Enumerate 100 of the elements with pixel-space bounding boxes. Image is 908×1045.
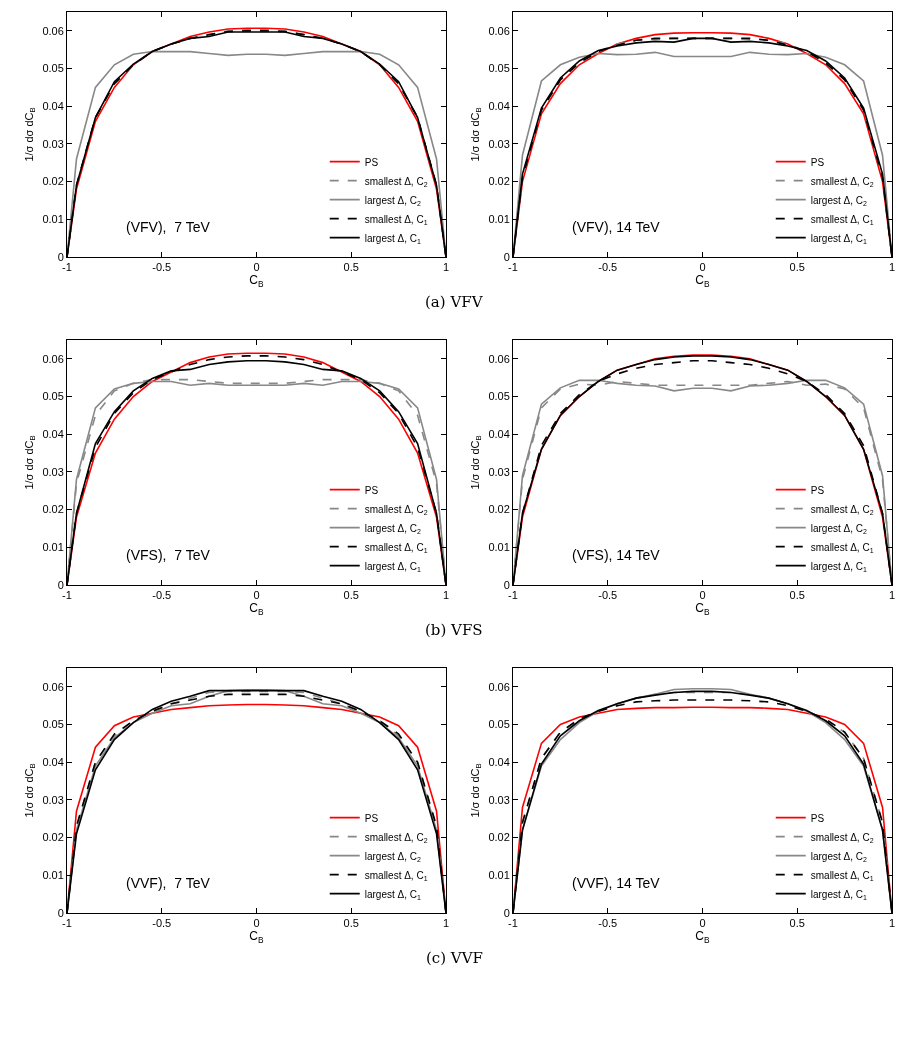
legend-label: smallest Δ, C$_{2}$ <box>810 175 874 188</box>
y-tick-label: 0.04 <box>488 100 510 113</box>
x-tick-label: 0 <box>699 917 706 930</box>
legend-label: smallest Δ, C$_{2}$ <box>364 503 428 516</box>
y-tick-label: 0.05 <box>488 718 510 731</box>
legend-label: PS <box>364 484 379 496</box>
legend-label: PS <box>364 812 379 824</box>
legend-label: smallest Δ, C$_{1}$ <box>364 869 428 882</box>
x-tick-label: 1 <box>442 589 450 602</box>
legend-label: largest Δ, C$_{1}$ <box>364 232 421 245</box>
y-tick-label: 0.04 <box>42 100 64 113</box>
x-tick-label: 0 <box>699 589 706 602</box>
y-tick-label: 0.06 <box>42 352 64 365</box>
x-tick-label: 0.5 <box>343 261 359 274</box>
legend-label: largest Δ, C$_{1}$ <box>810 888 867 901</box>
y-tick-label: 0.01 <box>42 213 64 226</box>
legend-label: largest Δ, C$_{2}$ <box>364 522 421 535</box>
x-tick-label: 1 <box>888 917 896 930</box>
annotation: (VVF), 7 TeV <box>126 875 211 891</box>
y-tick-label: 0.06 <box>488 352 510 365</box>
x-tick-label: -1 <box>62 917 72 930</box>
y-tick-label: 0.03 <box>42 137 64 150</box>
legend-label: PS <box>364 156 379 168</box>
legend-label: largest Δ, C$_{2}$ <box>364 194 421 207</box>
legend-label: largest Δ, C$_{1}$ <box>810 232 867 245</box>
x-tick-label: -0.5 <box>152 261 172 274</box>
y-tick-label: 0.02 <box>42 831 64 844</box>
y-tick-label: 0.01 <box>42 541 64 554</box>
y-tick-label: 0.05 <box>42 62 64 75</box>
x-tick-label: -0.5 <box>598 261 618 274</box>
y-tick-label: 0.06 <box>488 680 510 693</box>
y-tick-label: 0.02 <box>42 503 64 516</box>
annotation: (VFV), 7 TeV <box>126 219 211 235</box>
x-tick-label: 0.5 <box>789 589 805 602</box>
y-tick-label: 0.04 <box>42 428 64 441</box>
y-tick-label: 0.06 <box>488 24 510 37</box>
x-tick-label: -1 <box>508 589 518 602</box>
y-tick-label: 0 <box>503 250 510 263</box>
x-tick-label: 0.5 <box>789 261 805 274</box>
y-tick-label: 0.03 <box>488 793 510 806</box>
x-tick-label: 1 <box>442 261 450 274</box>
annotation: (VFS), 14 TeV <box>572 547 661 563</box>
legend-label: smallest Δ, C$_{1}$ <box>364 213 428 226</box>
y-tick-label: 0.06 <box>42 24 64 37</box>
y-tick-label: 0.05 <box>488 62 510 75</box>
y-tick-label: 0.02 <box>488 175 510 188</box>
x-tick-label: 1 <box>442 917 450 930</box>
x-tick-label: 0 <box>253 261 260 274</box>
legend-label: largest Δ, C$_{2}$ <box>810 850 867 863</box>
y-tick-label: 0 <box>503 578 510 591</box>
legend-label: smallest Δ, C$_{1}$ <box>810 869 874 882</box>
y-tick-label: 0.05 <box>488 390 510 403</box>
y-tick-label: 0.02 <box>488 503 510 516</box>
legend-label: smallest Δ, C$_{2}$ <box>810 831 874 844</box>
legend-label: smallest Δ, C$_{2}$ <box>364 175 428 188</box>
y-tick-label: 0 <box>57 906 64 919</box>
y-tick-label: 0.04 <box>488 756 510 769</box>
x-tick-label: 0 <box>699 261 706 274</box>
x-tick-label: 0.5 <box>343 589 359 602</box>
y-tick-label: 0.03 <box>42 465 64 478</box>
legend-label: smallest Δ, C$_{1}$ <box>810 541 874 554</box>
y-tick-label: 0.01 <box>42 869 64 882</box>
x-tick-label: -0.5 <box>152 589 172 602</box>
y-tick-label: 0.05 <box>42 718 64 731</box>
x-tick-label: -1 <box>62 261 72 274</box>
legend-label: largest Δ, C$_{2}$ <box>810 522 867 535</box>
y-tick-label: 0.02 <box>488 831 510 844</box>
y-tick-label: 0 <box>57 250 64 263</box>
x-axis-title: C$_{B}$ <box>249 601 265 617</box>
legend-label: smallest Δ, C$_{2}$ <box>364 831 428 844</box>
y-tick-label: 0.05 <box>42 390 64 403</box>
legend-label: PS <box>810 812 825 824</box>
legend-label: PS <box>810 484 825 496</box>
x-axis-title: C$_{B}$ <box>695 929 711 945</box>
text: (b) VFS <box>425 621 483 639</box>
y-tick-label: 0.04 <box>488 428 510 441</box>
y-tick-label: 0.02 <box>42 175 64 188</box>
x-tick-label: -1 <box>508 261 518 274</box>
legend-label: smallest Δ, C$_{1}$ <box>810 213 874 226</box>
y-tick-label: 0.01 <box>488 541 510 554</box>
y-tick-label: 0.03 <box>488 465 510 478</box>
y-tick-label: 0.04 <box>42 756 64 769</box>
text: (c) VVF <box>426 949 483 967</box>
annotation: (VFV), 14 TeV <box>572 219 661 235</box>
x-axis-title: C$_{B}$ <box>695 273 711 289</box>
annotation: (VVF), 14 TeV <box>572 875 661 891</box>
legend-label: largest Δ, C$_{1}$ <box>364 888 421 901</box>
y-tick-label: 0.01 <box>488 869 510 882</box>
x-tick-label: 0 <box>253 917 260 930</box>
legend-label: largest Δ, C$_{1}$ <box>810 560 867 573</box>
y-tick-label: 0.03 <box>42 793 64 806</box>
legend-label: largest Δ, C$_{2}$ <box>364 850 421 863</box>
x-tick-label: -0.5 <box>598 589 618 602</box>
x-tick-label: 0.5 <box>343 917 359 930</box>
x-tick-label: 0 <box>253 589 260 602</box>
x-tick-label: -1 <box>62 589 72 602</box>
legend-label: smallest Δ, C$_{1}$ <box>364 541 428 554</box>
x-axis-title: C$_{B}$ <box>249 273 265 289</box>
legend-label: largest Δ, C$_{1}$ <box>364 560 421 573</box>
legend-label: smallest Δ, C$_{2}$ <box>810 503 874 516</box>
